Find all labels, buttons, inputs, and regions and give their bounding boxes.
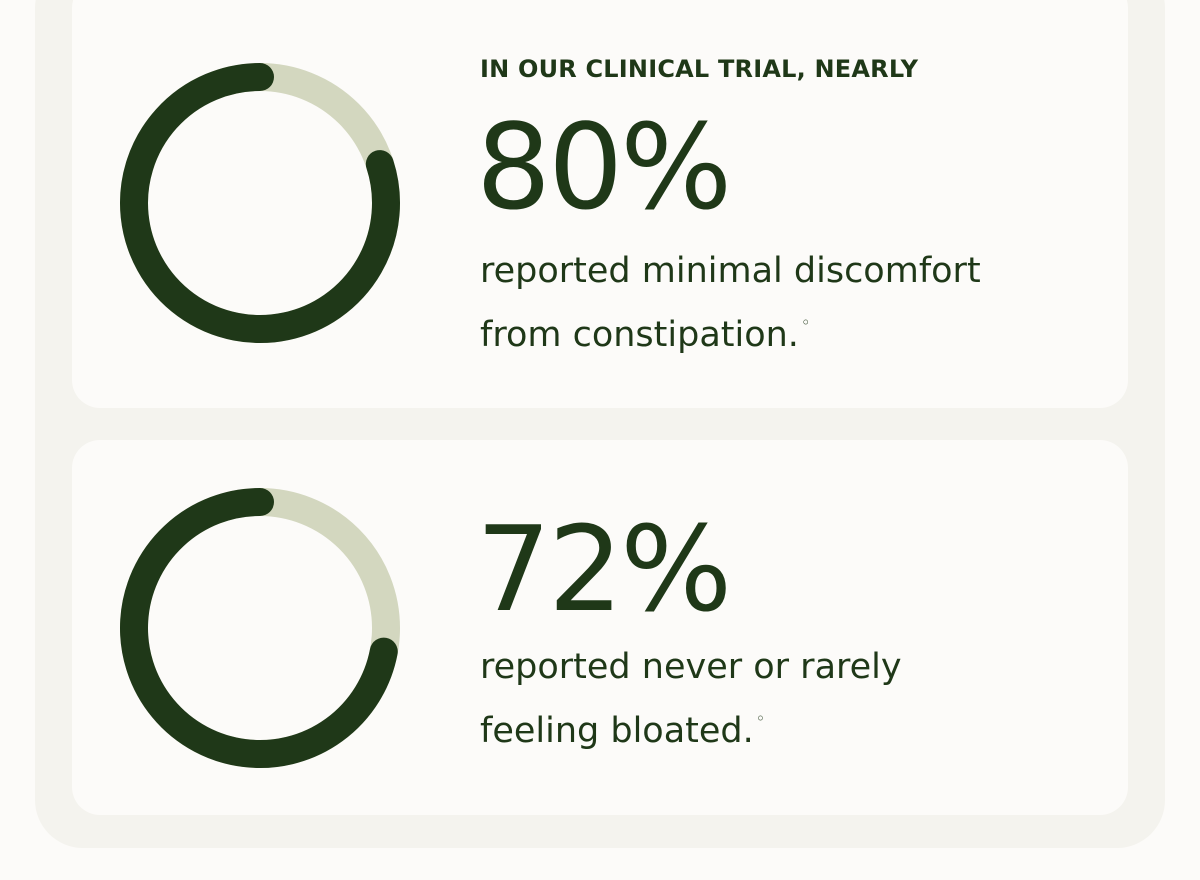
progress-ring	[120, 63, 400, 343]
description-line: feeling bloated. ◦	[480, 693, 902, 757]
ring-progress	[120, 63, 400, 343]
ring-progress	[120, 488, 398, 768]
stat-description: reported minimal discomfort from constip…	[480, 245, 981, 361]
description-line: from constipation. ◦	[480, 297, 981, 361]
stat-description: reported never or rarely feeling bloated…	[480, 641, 902, 757]
stat-value: 80%	[476, 98, 732, 236]
description-text: from constipation.	[480, 315, 799, 355]
description-line: reported minimal discomfort	[480, 251, 981, 291]
description-text: feeling bloated.	[480, 711, 754, 751]
footnote-mark: ◦	[755, 709, 766, 728]
description-line: reported never or rarely	[480, 647, 902, 687]
stat-card: 72% reported never or rarely feeling blo…	[72, 440, 1128, 815]
stat-card: IN OUR CLINICAL TRIAL, NEARLY 80% report…	[72, 0, 1128, 408]
progress-ring	[120, 488, 400, 768]
stat-value: 72%	[476, 500, 732, 638]
footnote-mark: ◦	[800, 313, 811, 332]
eyebrow: IN OUR CLINICAL TRIAL, NEARLY	[480, 55, 919, 83]
